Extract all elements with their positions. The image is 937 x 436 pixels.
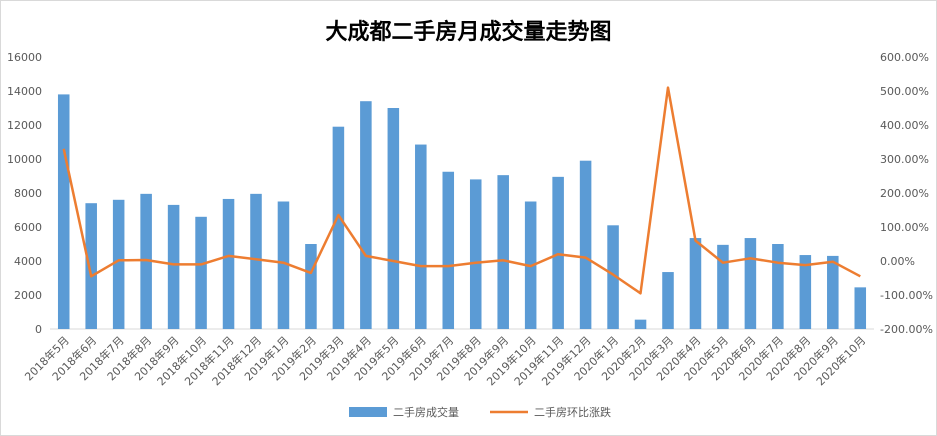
bar <box>689 238 702 329</box>
bar <box>195 216 207 329</box>
bar <box>717 244 729 329</box>
bar <box>250 193 262 329</box>
bar <box>552 176 564 329</box>
bar <box>579 160 592 329</box>
y-right-tick-label: 100.00% <box>880 221 929 234</box>
y-left-tick-label: 10000 <box>7 153 42 166</box>
bar <box>469 179 482 329</box>
legend-bar-label: 二手房成交量 <box>393 405 459 419</box>
bar <box>854 287 867 329</box>
y-left-tick-label: 0 <box>35 323 42 336</box>
y-right-tick-label: -200.00% <box>880 323 933 336</box>
chart-title: 大成都二手房月成交量走势图 <box>325 20 612 45</box>
y-right-tick-label: 200.00% <box>880 187 929 200</box>
y-left-tick-label: 6000 <box>14 221 42 234</box>
bar <box>799 255 812 329</box>
bar <box>772 244 784 329</box>
y-right-tick-label: 500.00% <box>880 85 929 98</box>
y-left-tick-label: 12000 <box>7 119 42 132</box>
y-left-tick-label: 8000 <box>14 187 42 200</box>
bar <box>442 171 455 329</box>
bar <box>827 255 839 329</box>
legend-bar-swatch <box>349 407 387 417</box>
y-left-tick-label: 4000 <box>14 255 42 268</box>
bar <box>332 126 345 329</box>
y-right-tick-label: 600.00% <box>880 51 929 64</box>
bar <box>634 319 647 329</box>
bar <box>112 199 125 329</box>
y-right-tick-label: 400.00% <box>880 119 929 132</box>
y-right-tick-label: 300.00% <box>880 153 929 166</box>
bar <box>497 175 509 329</box>
bar <box>57 94 70 330</box>
y-left-tick-label: 2000 <box>14 289 42 302</box>
bar <box>140 193 152 329</box>
bar <box>415 144 427 329</box>
bar <box>744 238 757 329</box>
line-series <box>62 86 861 295</box>
bar <box>277 201 290 329</box>
bar <box>167 204 180 329</box>
bar <box>85 203 97 329</box>
y-left-tick-label: 16000 <box>7 51 42 64</box>
y-right-tick-label: -100.00% <box>880 289 933 302</box>
bar <box>662 272 674 329</box>
y-right-tick-label: 0.00% <box>880 255 915 268</box>
y-left-tick-label: 14000 <box>7 85 42 98</box>
bar <box>222 198 235 329</box>
bar <box>387 108 400 329</box>
bar <box>607 225 619 329</box>
bar <box>360 101 372 329</box>
legend-line-label: 二手房环比涨跌 <box>534 405 611 419</box>
bar <box>305 244 317 329</box>
